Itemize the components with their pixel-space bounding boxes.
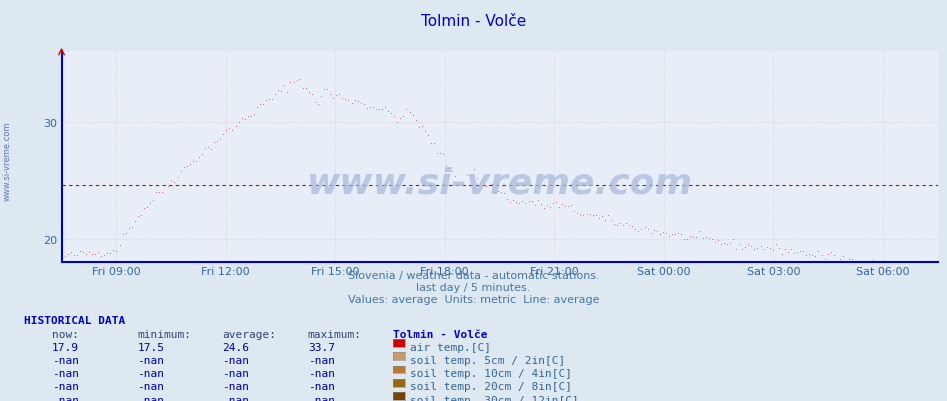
Text: -nan: -nan bbox=[223, 368, 250, 378]
Text: last day / 5 minutes.: last day / 5 minutes. bbox=[417, 283, 530, 293]
Text: -nan: -nan bbox=[223, 395, 250, 401]
Text: maximum:: maximum: bbox=[308, 330, 362, 340]
Text: -nan: -nan bbox=[52, 368, 80, 378]
Text: -nan: -nan bbox=[52, 395, 80, 401]
Text: 33.7: 33.7 bbox=[308, 342, 335, 352]
Text: -nan: -nan bbox=[308, 368, 335, 378]
Text: -nan: -nan bbox=[137, 355, 165, 365]
Text: soil temp. 30cm / 12in[C]: soil temp. 30cm / 12in[C] bbox=[410, 395, 579, 401]
Text: Values: average  Units: metric  Line: average: Values: average Units: metric Line: aver… bbox=[348, 295, 599, 305]
Text: Tolmin - Volče: Tolmin - Volče bbox=[393, 330, 488, 340]
Text: www.si-vreme.com: www.si-vreme.com bbox=[307, 166, 692, 200]
Text: 17.5: 17.5 bbox=[137, 342, 165, 352]
Text: -nan: -nan bbox=[223, 381, 250, 391]
Text: air temp.[C]: air temp.[C] bbox=[410, 342, 491, 352]
Text: average:: average: bbox=[223, 330, 277, 340]
Text: -nan: -nan bbox=[52, 381, 80, 391]
Text: 17.9: 17.9 bbox=[52, 342, 80, 352]
Text: -nan: -nan bbox=[137, 395, 165, 401]
Text: -nan: -nan bbox=[308, 395, 335, 401]
Text: -nan: -nan bbox=[52, 355, 80, 365]
Text: minimum:: minimum: bbox=[137, 330, 191, 340]
Text: now:: now: bbox=[52, 330, 80, 340]
Text: -nan: -nan bbox=[223, 355, 250, 365]
Text: -nan: -nan bbox=[308, 355, 335, 365]
Text: -nan: -nan bbox=[137, 381, 165, 391]
Text: soil temp. 5cm / 2in[C]: soil temp. 5cm / 2in[C] bbox=[410, 355, 565, 365]
Text: www.si-vreme.com: www.si-vreme.com bbox=[3, 121, 12, 200]
Text: soil temp. 20cm / 8in[C]: soil temp. 20cm / 8in[C] bbox=[410, 381, 572, 391]
Text: soil temp. 10cm / 4in[C]: soil temp. 10cm / 4in[C] bbox=[410, 368, 572, 378]
Text: 24.6: 24.6 bbox=[223, 342, 250, 352]
Text: HISTORICAL DATA: HISTORICAL DATA bbox=[24, 315, 125, 325]
Text: -nan: -nan bbox=[137, 368, 165, 378]
Text: Slovenia / weather data - automatic stations.: Slovenia / weather data - automatic stat… bbox=[348, 271, 599, 281]
Text: Tolmin - Volče: Tolmin - Volče bbox=[420, 14, 527, 29]
Text: -nan: -nan bbox=[308, 381, 335, 391]
